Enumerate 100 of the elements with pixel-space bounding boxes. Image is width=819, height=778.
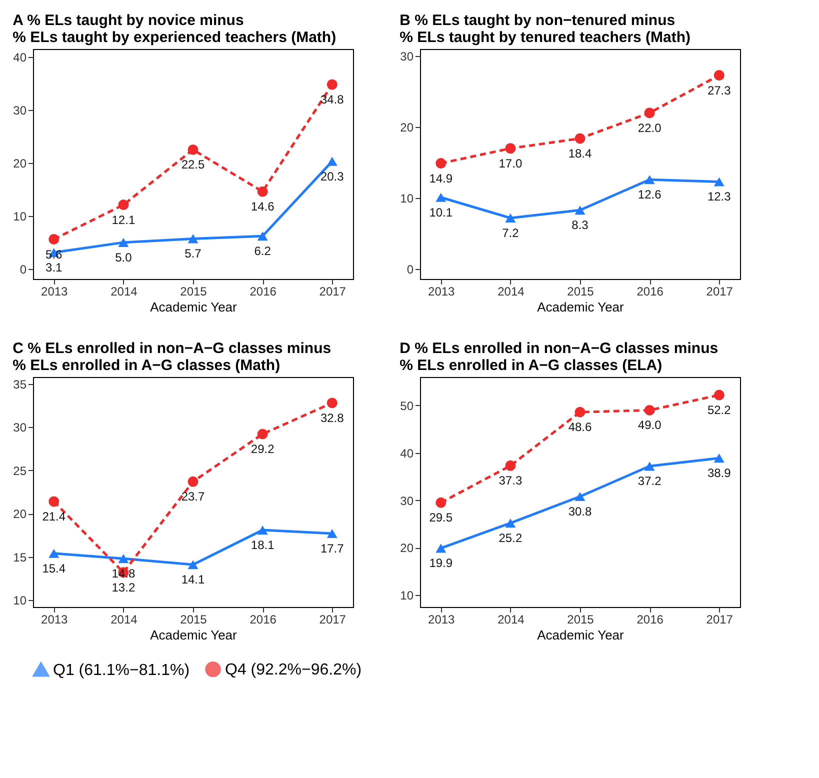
y-tick-label: 35 (13, 377, 27, 392)
data-label: 49.0 (638, 418, 662, 432)
point (257, 186, 268, 197)
point (326, 79, 338, 90)
point (257, 428, 268, 440)
data-label: 6.2 (254, 244, 272, 258)
x-tick-label: 2013 (41, 612, 68, 626)
data-label: 12.3 (707, 190, 732, 204)
x-tick-label: 2016 (250, 284, 277, 298)
data-label: 17.0 (498, 156, 522, 170)
x-tick-label: 2015 (567, 612, 594, 626)
data-label: 29.5 (429, 510, 453, 525)
data-label: 14.1 (181, 572, 205, 587)
data-label: 37.3 (498, 474, 522, 488)
y-tick-label: 20 (400, 541, 414, 556)
data-label: 25.2 (498, 531, 522, 546)
y-tick-label: 15 (13, 550, 27, 564)
data-label: 27.3 (707, 83, 732, 98)
data-label: 3.1 (46, 260, 63, 274)
y-tick-label: 25 (13, 464, 27, 478)
x-tick-label: 2016 (636, 284, 664, 298)
point (118, 554, 129, 564)
x-tick-label: 2017 (706, 612, 734, 626)
point (436, 158, 446, 169)
x-tick-label: 2014 (498, 612, 525, 626)
point (714, 177, 724, 186)
y-tick-label: 0 (406, 262, 414, 277)
point (436, 544, 446, 553)
point (326, 156, 338, 166)
y-tick-label: 10 (13, 209, 27, 224)
point (714, 390, 724, 400)
data-label: 17.7 (320, 542, 344, 556)
x-tick-label: 2014 (110, 284, 138, 298)
point (574, 492, 586, 502)
point (257, 526, 268, 535)
y-tick-label: 20 (13, 156, 27, 170)
data-label: 29.2 (250, 442, 275, 456)
x-tick-label: 2013 (428, 284, 456, 298)
x-axis-title: Academic Year (150, 300, 238, 314)
data-label: 7.2 (502, 226, 520, 240)
data-label: 48.6 (568, 420, 592, 434)
point (714, 70, 724, 80)
x-tick-label: 2016 (636, 612, 664, 626)
point (326, 528, 338, 538)
data-label: 14.6 (250, 200, 275, 214)
data-label: 5.7 (184, 246, 202, 261)
point (188, 234, 198, 244)
data-label: 19.9 (429, 556, 453, 570)
y-tick-label: 40 (13, 50, 27, 64)
data-label: 38.9 (707, 466, 732, 480)
x-tick-label: 2017 (319, 612, 346, 626)
point (505, 518, 516, 528)
data-label: 18.4 (568, 146, 592, 160)
y-tick-label: 30 (400, 494, 414, 508)
point (644, 175, 655, 184)
data-label: 10.1 (429, 205, 453, 220)
y-tick-label: 10 (400, 192, 414, 206)
x-tick-label: 2013 (41, 284, 68, 298)
point (436, 497, 446, 508)
y-tick-label: 30 (400, 50, 414, 64)
point (188, 560, 198, 570)
legend-label: Q1 (61.1%−81.1%) (53, 662, 190, 679)
y-tick-label: 40 (400, 446, 414, 460)
x-axis-title: Academic Year (150, 628, 238, 642)
y-tick-label: 50 (400, 398, 414, 413)
point (644, 108, 655, 118)
point (505, 460, 516, 471)
data-label: 5.0 (115, 250, 132, 264)
data-label: 30.8 (568, 504, 592, 519)
point (574, 133, 586, 144)
x-axis-title: Academic Year (537, 628, 625, 642)
data-label: 52.2 (707, 403, 732, 418)
point (326, 398, 338, 408)
chart-title: C % ELs enrolled in non−A−G classes minus % ELs enrolled in A−G classes (Math) (12, 340, 332, 374)
point (48, 548, 60, 558)
data-label: 12.1 (112, 212, 136, 227)
y-tick-label: 30 (13, 103, 27, 118)
x-tick-label: 2016 (250, 612, 277, 626)
x-tick-label: 2017 (706, 284, 734, 298)
data-label: 13.2 (112, 580, 136, 594)
x-tick-label: 2017 (319, 284, 346, 298)
x-tick-label: 2014 (498, 284, 525, 298)
data-label: 34.8 (320, 92, 344, 107)
x-tick-label: 2015 (180, 612, 208, 626)
point (505, 213, 516, 222)
y-tick-label: 10 (13, 594, 27, 608)
y-tick-label: 20 (13, 507, 27, 522)
data-label: 22.5 (181, 158, 205, 172)
point (188, 476, 198, 487)
y-tick-label: 10 (400, 588, 414, 603)
point (257, 232, 268, 241)
point (48, 234, 60, 244)
chart-title: B % ELs taught by non−tenured minus % ELs taught by tenured teachers (Math) (400, 12, 691, 46)
chart-title: D % ELs enrolled in non−A−G classes minus % ELs enrolled in A−G classes (ELA) (400, 340, 718, 374)
point (48, 496, 60, 507)
x-axis-title: Academic Year (537, 300, 625, 314)
point (188, 144, 198, 155)
point (118, 200, 129, 210)
x-tick-label: 2015 (567, 284, 594, 298)
point (436, 192, 446, 202)
